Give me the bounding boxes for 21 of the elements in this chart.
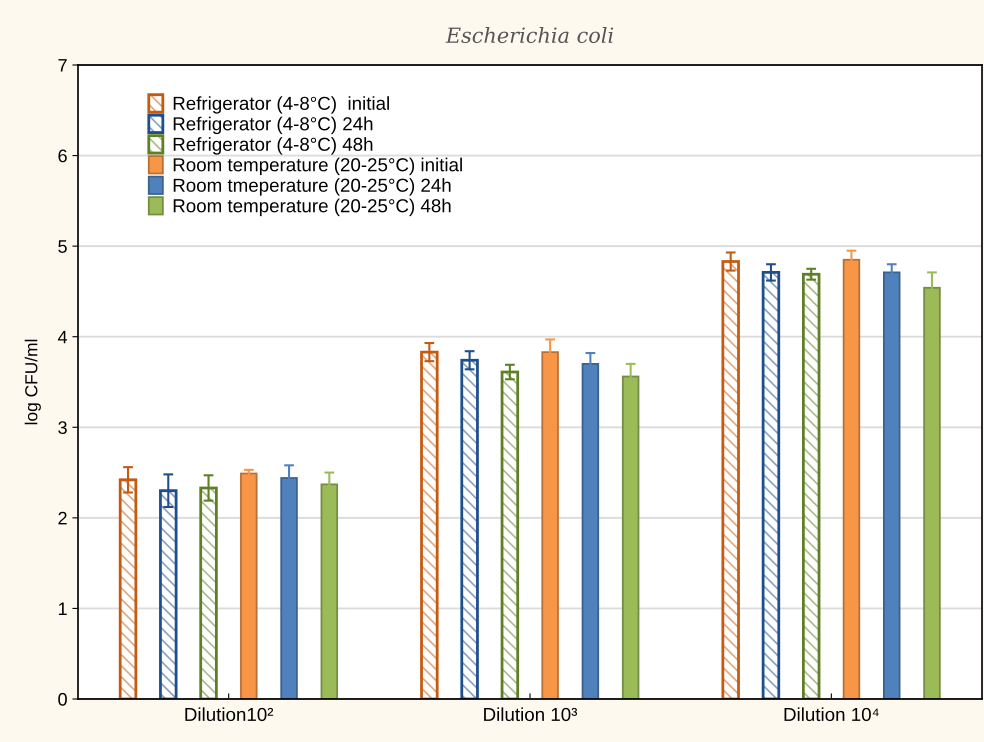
legend-label: Room tmeperature (20-25°C) 24h xyxy=(174,178,450,196)
y-tick-label: 2 xyxy=(58,512,67,524)
x-tick-label: Dilution 10³ xyxy=(484,707,578,722)
y-tick-label: 6 xyxy=(58,150,67,162)
y-tick-label: 7 xyxy=(58,59,67,72)
y-tick-label: 5 xyxy=(58,240,67,253)
bar xyxy=(240,472,258,699)
x-tick-label: Dilution 10⁴ xyxy=(784,707,879,722)
bar xyxy=(802,272,820,699)
legend-label: Refrigerator (4-8°C) 48h xyxy=(174,137,372,155)
y-tick-label: 0 xyxy=(58,692,67,706)
legend-label: Room temperature (20-25°C) 48h xyxy=(174,198,450,216)
y-tick-label: 3 xyxy=(58,421,67,434)
chart-title: Escherichia coli xyxy=(446,26,614,44)
x-tick-label: Dilution10² xyxy=(185,707,274,722)
legend-label: Room temperature (20-25°C) initial xyxy=(174,158,462,176)
y-tick-label: 1 xyxy=(58,602,67,615)
y-axis-title: log CFU/ml xyxy=(24,340,41,424)
y-tick-label: 4 xyxy=(58,330,68,344)
legend-label: Refrigerator (4-8°C) 24h xyxy=(174,116,372,134)
legend-label: Refrigerator (4-8°C) initial xyxy=(174,96,389,114)
